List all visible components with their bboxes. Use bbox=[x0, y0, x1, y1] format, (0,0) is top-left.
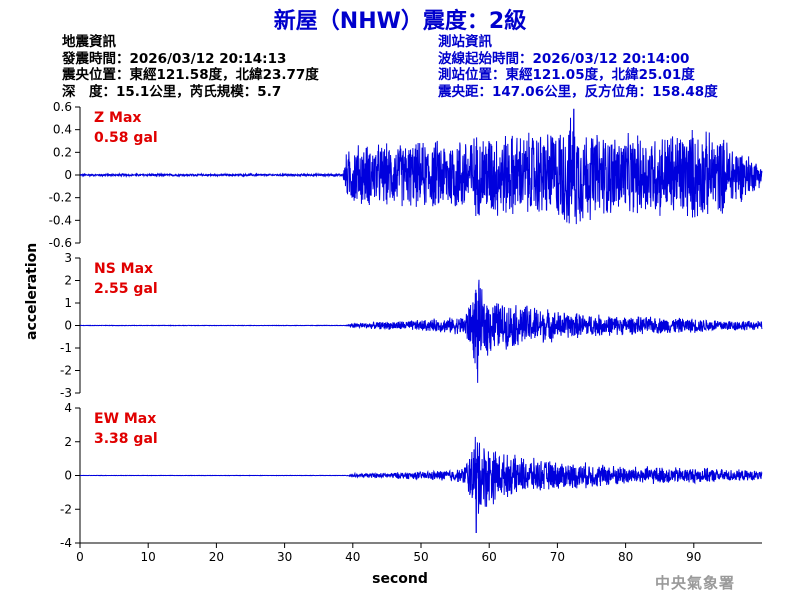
y-tick-label-ew: 2 bbox=[64, 435, 72, 449]
station-info-heading: 測站資訊 bbox=[438, 34, 492, 50]
y-tick-label-ns: 3 bbox=[64, 251, 72, 265]
y-tick-label-ew: -2 bbox=[60, 502, 72, 516]
x-tick-label: 80 bbox=[618, 550, 633, 564]
y-tick-label-z: 0.6 bbox=[53, 100, 72, 114]
station-location: 測站位置：東經121.05度，北緯25.01度 bbox=[438, 67, 695, 83]
y-axis-label: acceleration bbox=[24, 242, 40, 340]
x-tick-label: 70 bbox=[550, 550, 565, 564]
earthquake-info: 地震資訊 發震時間：2026/03/12 20:14:13 震央位置：東經121… bbox=[62, 34, 319, 100]
x-tick-label: 20 bbox=[209, 550, 224, 564]
page-title: 新屋（NHW）震度：2級 bbox=[273, 9, 527, 34]
y-tick-label-ns: -3 bbox=[60, 386, 72, 400]
y-tick-label-ew: 4 bbox=[64, 401, 72, 415]
waveform-ew bbox=[79, 436, 763, 534]
max-title-ew: EW Max bbox=[94, 411, 156, 427]
epicentral-distance: 震央距：147.06公里，反方位角：158.48度 bbox=[438, 83, 718, 100]
y-tick-label-z: -0.2 bbox=[49, 191, 72, 205]
x-tick-label: 40 bbox=[345, 550, 360, 564]
x-tick-label: 0 bbox=[76, 550, 84, 564]
y-tick-label-ns: -1 bbox=[60, 341, 72, 355]
x-axis-label: second bbox=[372, 571, 428, 587]
x-tick-label: 90 bbox=[686, 550, 701, 564]
y-tick-label-ew: 0 bbox=[64, 469, 72, 483]
y-tick-label-z: 0.2 bbox=[53, 145, 72, 159]
max-value-ew: 3.38 gal bbox=[94, 431, 158, 447]
x-tick-label: 60 bbox=[482, 550, 497, 564]
depth-magnitude: 深 度：15.1公里，芮氏規模：5.7 bbox=[62, 83, 282, 100]
y-tick-label-ns: 0 bbox=[64, 319, 72, 333]
waveform-ns bbox=[79, 279, 763, 383]
y-tick-label-ns: -2 bbox=[60, 364, 72, 378]
origin-time: 發震時間：2026/03/12 20:14:13 bbox=[62, 50, 287, 67]
y-tick-label-z: 0.4 bbox=[53, 123, 72, 137]
earthquake-info-heading: 地震資訊 bbox=[62, 34, 116, 50]
max-title-ns: NS Max bbox=[94, 261, 153, 277]
epicenter-location: 震央位置：東經121.58度，北緯23.77度 bbox=[62, 67, 319, 83]
waveform-start-time: 波線起始時間：2026/03/12 20:14:00 bbox=[438, 50, 690, 67]
y-tick-label-z: 0 bbox=[64, 168, 72, 182]
y-tick-label-ns: 2 bbox=[64, 274, 72, 288]
agency-logo-text: 中央氣象署 bbox=[655, 574, 736, 592]
max-title-z: Z Max bbox=[94, 110, 141, 126]
y-tick-label-ns: 1 bbox=[64, 296, 72, 310]
x-tick-label: 30 bbox=[277, 550, 292, 564]
x-tick-label: 50 bbox=[413, 550, 428, 564]
waveform-z bbox=[79, 108, 763, 225]
y-tick-label-z: -0.6 bbox=[49, 236, 72, 250]
station-info: 測站資訊 波線起始時間：2026/03/12 20:14:00 測站位置：東經1… bbox=[438, 34, 718, 100]
y-tick-label-z: -0.4 bbox=[49, 213, 72, 227]
max-value-z: 0.58 gal bbox=[94, 130, 158, 146]
max-value-ns: 2.55 gal bbox=[94, 281, 158, 297]
y-tick-label-ew: -4 bbox=[60, 536, 72, 550]
x-tick-label: 10 bbox=[141, 550, 156, 564]
